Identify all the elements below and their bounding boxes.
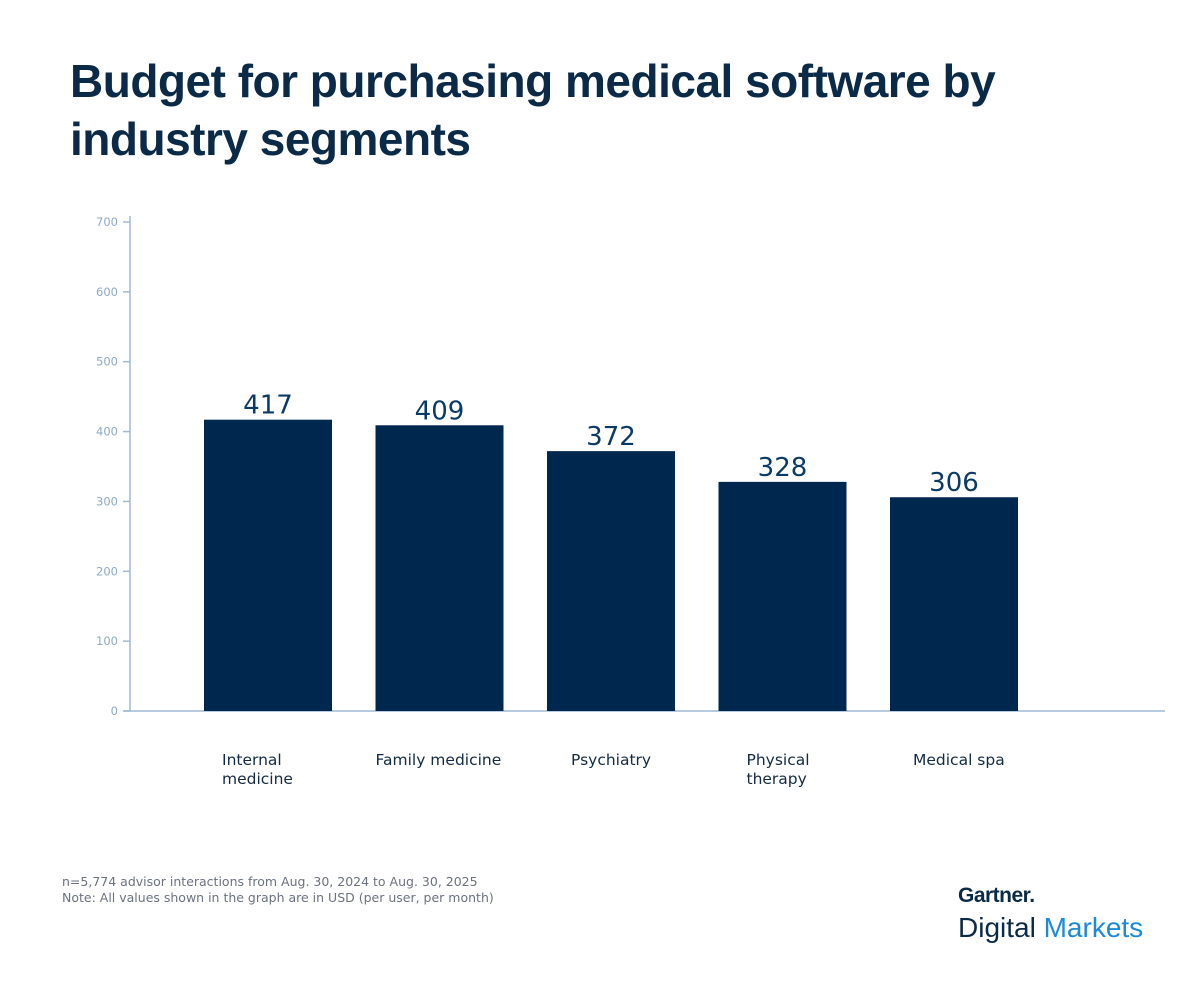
bar-value-label: 409 <box>415 396 465 426</box>
bar <box>547 451 675 711</box>
bar <box>375 425 504 711</box>
sample-footnote: n=5,774 advisor interactions from Aug. 3… <box>62 874 478 889</box>
chart-bars <box>204 419 1018 711</box>
gartner-digital-markets-logo: Gartner. Digital Markets <box>958 884 1143 944</box>
bar-value-label: 417 <box>243 391 293 421</box>
bar <box>204 419 332 711</box>
y-tick-label: 300 <box>96 494 118 508</box>
x-category-label: Internal medicine <box>222 751 293 788</box>
x-category-label: Medical spa <box>913 751 1005 769</box>
bar <box>890 497 1018 711</box>
x-category-label: Physical therapy <box>746 751 810 788</box>
note-footnote: Note: All values shown in the graph are … <box>62 890 494 905</box>
y-tick-label: 500 <box>96 355 118 369</box>
bar-value-label: 372 <box>586 422 636 452</box>
x-category-label: Psychiatry <box>571 751 652 769</box>
y-tick-label: 600 <box>96 285 118 299</box>
y-tick-label: 0 <box>111 704 118 718</box>
y-tick-label: 400 <box>96 425 118 439</box>
chart-value-labels: 417 409 372 328 306 <box>243 391 979 499</box>
brand-digital-markets: Digital Markets <box>958 912 1143 944</box>
brand-gartner: Gartner. <box>958 884 1035 907</box>
y-tick-label: 700 <box>96 215 118 229</box>
brand-digital: Digital <box>958 912 1036 943</box>
brand-markets: Markets <box>1043 912 1144 943</box>
bar <box>718 481 847 711</box>
bar-value-label: 328 <box>758 453 808 483</box>
x-category-label: Family medicine <box>375 751 502 769</box>
y-tick-label: 200 <box>96 564 118 578</box>
bar-value-label: 306 <box>929 468 979 498</box>
y-tick-label: 100 <box>96 634 118 648</box>
chart-title: Budget for purchasing medical software b… <box>70 55 996 165</box>
